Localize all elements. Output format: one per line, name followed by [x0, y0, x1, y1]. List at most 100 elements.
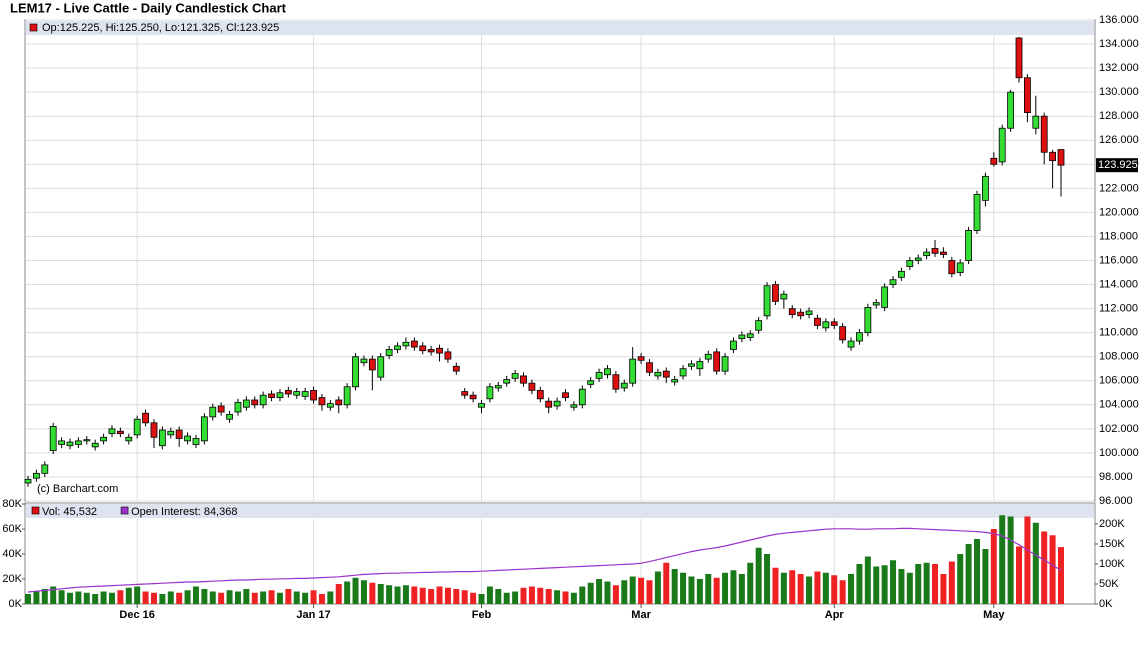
- volume-bar: [764, 554, 771, 604]
- candle-body: [965, 230, 973, 261]
- legend-swatch: [29, 23, 38, 32]
- candle-body: [100, 436, 107, 442]
- y-tick-label: 80K: [2, 498, 22, 510]
- candle-body: [973, 193, 981, 231]
- candle-body: [461, 391, 469, 396]
- x-tick-label: May: [983, 609, 1005, 621]
- x-tick-label: Jan 17: [296, 609, 330, 621]
- volume-bar: [92, 594, 99, 604]
- candle-body: [41, 464, 49, 474]
- candle-body: [83, 439, 91, 442]
- volume-bar: [940, 574, 947, 604]
- volume-bar: [839, 580, 846, 604]
- chart-title: LEM17 - Live Cattle - Daily Candlestick …: [10, 0, 287, 15]
- volume-bar: [974, 539, 981, 604]
- y-tick-label: 96.000: [1099, 495, 1133, 507]
- volume-bar: [226, 590, 233, 604]
- volume-bar: [537, 587, 544, 604]
- volume-bar: [402, 585, 409, 604]
- candle-body: [948, 260, 956, 275]
- candle-body: [646, 362, 653, 373]
- y-tick-label: 134.000: [1099, 38, 1139, 50]
- volume-bar: [730, 570, 737, 604]
- volume-bar: [184, 590, 191, 604]
- candle-body: [797, 311, 805, 317]
- volume-bar: [503, 592, 510, 604]
- volume-bar: [596, 579, 603, 604]
- volume-bar: [957, 554, 964, 604]
- candle-body: [49, 426, 57, 451]
- volume-bar: [386, 585, 393, 604]
- candle-body: [814, 317, 821, 326]
- volume-bar: [890, 560, 897, 604]
- candle-body: [226, 414, 233, 420]
- candle-body: [570, 404, 578, 408]
- volume-bar: [209, 591, 216, 604]
- candle-body: [200, 416, 208, 442]
- y2-tick-label: 200K: [1099, 518, 1125, 530]
- volume-bar: [100, 591, 107, 604]
- candle-body: [671, 379, 679, 383]
- y-tick-label: 136.000: [1099, 14, 1139, 26]
- candle-body: [427, 349, 435, 353]
- candle-body: [755, 320, 763, 331]
- volume-bar: [344, 581, 351, 604]
- volume-bar: [554, 590, 561, 604]
- candle-body: [856, 332, 863, 342]
- volume-bar: [755, 547, 762, 604]
- candle-body: [142, 412, 149, 424]
- volume-bar: [75, 591, 82, 604]
- candle-body: [494, 385, 502, 389]
- y-tick-label: 112.000: [1099, 303, 1138, 315]
- candle-body: [830, 321, 838, 326]
- volume-bar: [302, 592, 309, 604]
- volume-bar: [25, 594, 31, 604]
- candle-body: [310, 389, 317, 401]
- volume-bar: [797, 574, 804, 604]
- volume-bar: [528, 586, 535, 604]
- candle-body: [654, 371, 662, 377]
- candle-body: [595, 371, 603, 379]
- y2-tick-label: 100K: [1099, 558, 1125, 570]
- volume-bar: [932, 564, 939, 604]
- volume-bar: [192, 586, 199, 604]
- candle-body: [956, 262, 964, 273]
- volume-bar: [604, 581, 611, 604]
- volume-bar: [570, 592, 577, 604]
- volume-bar: [234, 591, 241, 604]
- volume-bar: [587, 582, 594, 604]
- candle-body: [620, 382, 628, 389]
- y-tick-label: 98.000: [1099, 471, 1133, 483]
- volume-bar: [117, 590, 124, 604]
- candle-body: [108, 428, 116, 435]
- volume-bar: [486, 586, 493, 604]
- volume-bar: [789, 570, 796, 604]
- candle-body: [545, 400, 553, 408]
- volume-bar: [579, 586, 586, 604]
- candle-body: [923, 251, 931, 257]
- volume-bar: [654, 571, 661, 604]
- volume-bar: [159, 594, 166, 604]
- candle-body: [662, 370, 670, 378]
- volume-bar: [990, 529, 997, 604]
- candle-body: [402, 341, 410, 347]
- volume-bar: [982, 549, 989, 604]
- volume-bar: [806, 576, 813, 604]
- candle-body: [822, 321, 830, 329]
- candle-body: [805, 310, 813, 316]
- volume-bar: [201, 589, 208, 604]
- candle-body: [478, 403, 485, 408]
- volume-bar: [394, 586, 401, 604]
- candle-body: [410, 340, 418, 348]
- candle-body: [32, 472, 40, 479]
- y-tick-label: 106.000: [1099, 375, 1139, 387]
- volume-bar: [545, 589, 552, 604]
- candle-body: [209, 406, 217, 418]
- y-tick-label: 40K: [2, 548, 22, 560]
- candle-body: [91, 442, 99, 448]
- candle-body: [175, 429, 183, 439]
- candle-body: [511, 373, 519, 379]
- candle-body: [587, 380, 595, 385]
- volume-bar: [176, 592, 183, 604]
